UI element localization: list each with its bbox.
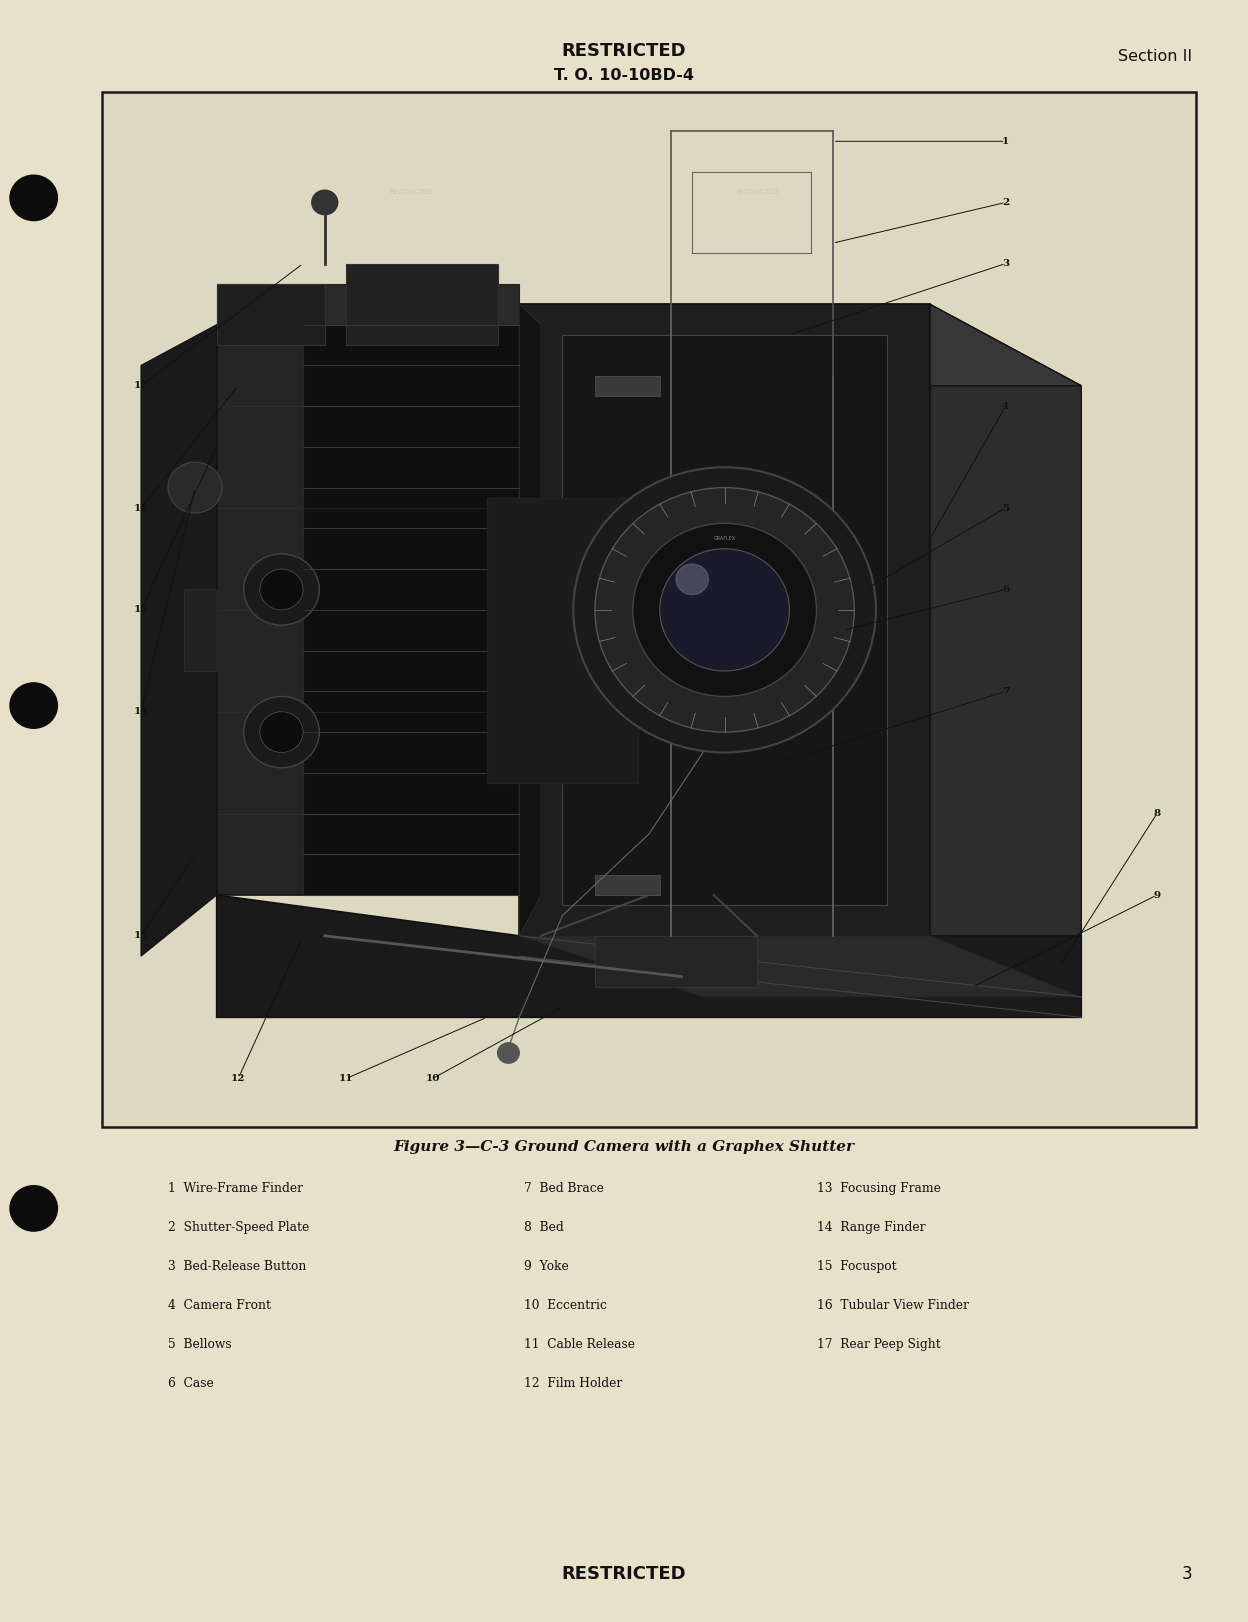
Text: 4: 4 [1002, 402, 1010, 410]
Polygon shape [217, 895, 1081, 1017]
Circle shape [168, 462, 222, 513]
Circle shape [243, 553, 319, 624]
Polygon shape [141, 324, 217, 957]
Text: 14: 14 [134, 707, 149, 717]
Bar [185, 589, 217, 672]
Text: 3: 3 [1002, 260, 1010, 268]
Text: 2: 2 [1002, 198, 1010, 208]
FancyBboxPatch shape [217, 324, 540, 895]
Text: 9: 9 [1153, 890, 1161, 900]
Circle shape [243, 696, 319, 767]
Circle shape [312, 190, 338, 214]
Circle shape [260, 569, 303, 610]
Text: 10  Eccentric: 10 Eccentric [524, 1299, 607, 1312]
FancyBboxPatch shape [347, 263, 498, 345]
Circle shape [498, 1043, 519, 1062]
Text: RESTRICTED: RESTRICTED [735, 190, 779, 195]
Text: 3  Bed-Release Button: 3 Bed-Release Button [168, 1260, 307, 1273]
Text: 12  Film Holder: 12 Film Holder [524, 1377, 623, 1390]
Bar [595, 874, 660, 895]
FancyBboxPatch shape [487, 498, 638, 783]
Text: 8  Bed: 8 Bed [524, 1221, 564, 1234]
Text: RESTRICTED: RESTRICTED [389, 190, 433, 195]
Text: 6  Case: 6 Case [168, 1377, 215, 1390]
Text: 17  Rear Peep Sight: 17 Rear Peep Sight [817, 1338, 941, 1351]
Text: RESTRICTED: RESTRICTED [562, 42, 686, 60]
Text: Section II: Section II [1118, 49, 1192, 63]
Circle shape [660, 548, 790, 672]
Text: 1  Wire-Frame Finder: 1 Wire-Frame Finder [168, 1182, 303, 1195]
Text: RESTRICTED: RESTRICTED [562, 1565, 686, 1583]
Text: 6: 6 [1002, 586, 1010, 594]
Ellipse shape [10, 1186, 57, 1231]
Text: 7  Bed Brace: 7 Bed Brace [524, 1182, 604, 1195]
Polygon shape [519, 305, 540, 936]
Text: 8: 8 [1153, 809, 1161, 817]
Text: 15  Focuspot: 15 Focuspot [817, 1260, 897, 1273]
FancyBboxPatch shape [217, 284, 519, 324]
Circle shape [595, 488, 855, 732]
Circle shape [676, 564, 709, 595]
Text: 12: 12 [231, 1074, 246, 1083]
Polygon shape [519, 936, 1081, 998]
Circle shape [260, 712, 303, 753]
FancyBboxPatch shape [303, 324, 519, 895]
Text: 14  Range Finder: 14 Range Finder [817, 1221, 926, 1234]
Text: 13  Focusing Frame: 13 Focusing Frame [817, 1182, 941, 1195]
Text: 3: 3 [1181, 1565, 1192, 1583]
Ellipse shape [10, 683, 57, 728]
Text: 16  Tubular View Finder: 16 Tubular View Finder [817, 1299, 970, 1312]
Bar [563, 334, 887, 905]
Text: Figure 3—C-3 Ground Camera with a Graphex Shutter: Figure 3—C-3 Ground Camera with a Graphe… [393, 1140, 855, 1155]
Ellipse shape [10, 175, 57, 221]
Text: 10: 10 [426, 1074, 441, 1083]
Circle shape [573, 467, 876, 753]
FancyBboxPatch shape [217, 284, 324, 345]
Text: 5: 5 [1002, 503, 1010, 513]
Text: 13: 13 [134, 931, 149, 941]
Text: 11: 11 [339, 1074, 353, 1083]
Text: 15: 15 [134, 605, 149, 615]
Polygon shape [930, 305, 1081, 998]
Text: 5  Bellows: 5 Bellows [168, 1338, 232, 1351]
Text: 4  Camera Front: 4 Camera Front [168, 1299, 272, 1312]
Text: 1: 1 [1002, 136, 1010, 146]
Text: 11  Cable Release: 11 Cable Release [524, 1338, 635, 1351]
Circle shape [633, 524, 816, 696]
Text: 16: 16 [134, 503, 149, 513]
FancyBboxPatch shape [519, 305, 930, 936]
Text: T. O. 10-10BD-4: T. O. 10-10BD-4 [554, 68, 694, 83]
FancyBboxPatch shape [595, 936, 758, 986]
Text: 2  Shutter-Speed Plate: 2 Shutter-Speed Plate [168, 1221, 310, 1234]
Polygon shape [519, 305, 1081, 386]
Text: 7: 7 [1002, 686, 1010, 696]
Text: 9  Yoke: 9 Yoke [524, 1260, 569, 1273]
Bar [595, 376, 660, 396]
Text: GRAFLEX: GRAFLEX [714, 535, 736, 542]
Text: 17: 17 [134, 381, 149, 391]
Bar [102, 92, 1196, 1127]
